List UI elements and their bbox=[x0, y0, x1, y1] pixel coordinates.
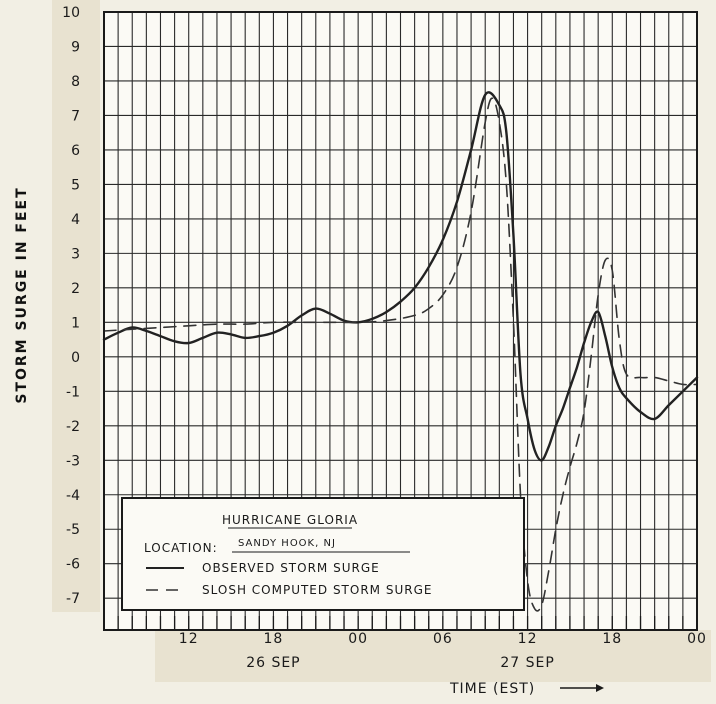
x-tick-label: 18 bbox=[602, 631, 622, 647]
y-axis-title: STORM SURGE IN FEET bbox=[14, 186, 30, 403]
x-tick-label: 12 bbox=[518, 631, 538, 647]
series-line-observed bbox=[102, 91, 699, 462]
x-tick-label: 12 bbox=[179, 631, 199, 647]
y-tick-label: -6 bbox=[66, 557, 80, 573]
y-tick-label: -5 bbox=[66, 522, 80, 538]
y-tick-label: -7 bbox=[66, 591, 80, 607]
y-tick-label: -4 bbox=[66, 488, 80, 504]
x-tick-labels: 12 18 00 06 12 18 00 26 SEP 27 SEP bbox=[179, 631, 707, 671]
y-tick-label: 8 bbox=[71, 74, 80, 90]
y-tick-label: 2 bbox=[71, 281, 80, 297]
plot-frame bbox=[103, 11, 698, 631]
y-tick-label: -1 bbox=[66, 384, 80, 400]
y-tick-label: 7 bbox=[71, 108, 80, 124]
legend-label-observed: OBSERVED STORM SURGE bbox=[202, 561, 380, 575]
y-tick-label: 1 bbox=[71, 315, 80, 331]
y-tick-label: 9 bbox=[71, 39, 80, 55]
y-tick-label: -2 bbox=[66, 419, 80, 435]
y-tick-label: 6 bbox=[71, 143, 80, 159]
bottom-axis-band bbox=[155, 630, 711, 682]
x-tick-label: 06 bbox=[433, 631, 453, 647]
y-tick-label: 10 bbox=[62, 5, 80, 21]
legend-box bbox=[121, 497, 525, 611]
legend-label-slosh: SLOSH COMPUTED STORM SURGE bbox=[202, 583, 432, 597]
x-tick-label: 00 bbox=[687, 631, 707, 647]
legend-location-label: LOCATION: bbox=[144, 541, 218, 555]
x-date-label: 26 SEP bbox=[246, 655, 300, 671]
left-axis-band bbox=[52, 0, 100, 612]
series-line-slosh bbox=[103, 97, 698, 612]
x-tick-label: 18 bbox=[264, 631, 284, 647]
x-tick-label: 00 bbox=[348, 631, 368, 647]
y-tick-label: -3 bbox=[66, 453, 80, 469]
legend-title: HURRICANE GLORIA bbox=[222, 513, 358, 527]
legend: HURRICANE GLORIA LOCATION: SANDY HOOK, N… bbox=[121, 497, 525, 611]
y-tick-label: 4 bbox=[71, 212, 80, 228]
series-layer bbox=[102, 91, 699, 612]
x-date-label: 27 SEP bbox=[500, 655, 554, 671]
x-axis-arrow bbox=[560, 684, 604, 692]
x-axis-title: TIME (EST) bbox=[449, 681, 535, 697]
y-tick-label: 3 bbox=[71, 246, 80, 262]
y-tick-label: 5 bbox=[71, 177, 80, 193]
y-tick-label: 0 bbox=[71, 350, 80, 366]
legend-location-value: SANDY HOOK, NJ bbox=[238, 538, 336, 549]
